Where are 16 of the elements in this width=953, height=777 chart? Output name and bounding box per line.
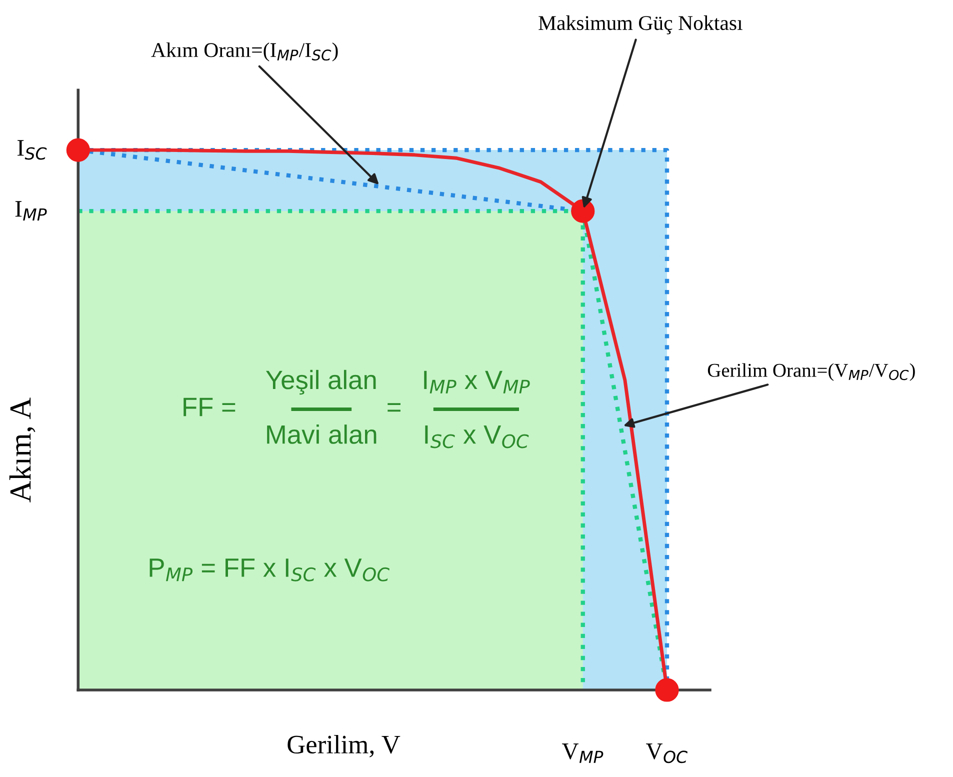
x-axis-title: Gerilim, V — [288, 734, 400, 758]
text: Gerilim Oranı=(V$_{MP}$/V$_{OC}$) — [708, 363, 915, 381]
text: V$_{OC}$ — [646, 744, 688, 764]
annotation: FF = — [184, 398, 236, 416]
annotation: = — [388, 403, 400, 412]
y-axis-title: Akım, A — [9, 398, 36, 502]
annotation: Mavi alan — [267, 424, 376, 444]
text: Maksimum Güç Noktası — [538, 15, 742, 34]
annotation: I$_{MP}$ x V$_{MP}$ — [424, 370, 530, 394]
text: I$_{MP}$ — [15, 201, 47, 220]
text: V$_{MP}$ — [562, 744, 604, 763]
text: Akım Oranı=(I$_{MP}$/I$_{SC}$) — [151, 42, 338, 62]
annotation: P$_{MP}$ = FF x I$_{SC}$ x V$_{OC}$ — [150, 558, 390, 582]
annotation: I$_{SC}$ x V$_{OC}$ — [425, 425, 529, 448]
text: I$_{SC}$ — [18, 140, 47, 160]
annotation: Yeşil alan — [266, 370, 376, 395]
